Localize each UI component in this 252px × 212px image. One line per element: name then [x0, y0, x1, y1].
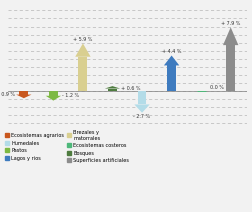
Bar: [78, 57, 87, 91]
Polygon shape: [75, 43, 91, 57]
Bar: [49, 91, 58, 96]
Bar: [226, 45, 235, 91]
Polygon shape: [105, 86, 120, 89]
Polygon shape: [46, 96, 61, 101]
Text: + 7.9 %: + 7.9 %: [221, 21, 240, 26]
Polygon shape: [223, 27, 238, 45]
Legend: Ecosistemas agrarios, Humedales, Pastos, Lagos y rios, Brezales y
matorrales, Ec: Ecosistemas agrarios, Humedales, Pastos,…: [5, 130, 129, 163]
Polygon shape: [134, 105, 150, 113]
Polygon shape: [164, 56, 179, 66]
Bar: [167, 66, 176, 91]
Text: + 5.9 %: + 5.9 %: [73, 37, 93, 42]
Text: + 4.4 %: + 4.4 %: [162, 49, 181, 54]
Bar: [19, 91, 28, 95]
Text: 0.0 %: 0.0 %: [210, 85, 224, 90]
Bar: [108, 89, 117, 91]
Text: - 0.9 %: - 0.9 %: [0, 92, 15, 97]
Text: + 0.6 %: + 0.6 %: [121, 86, 141, 91]
Text: - 2.7 %: - 2.7 %: [134, 114, 151, 119]
Bar: [138, 91, 146, 105]
Text: - 1.2 %: - 1.2 %: [62, 93, 79, 98]
Polygon shape: [16, 95, 32, 98]
